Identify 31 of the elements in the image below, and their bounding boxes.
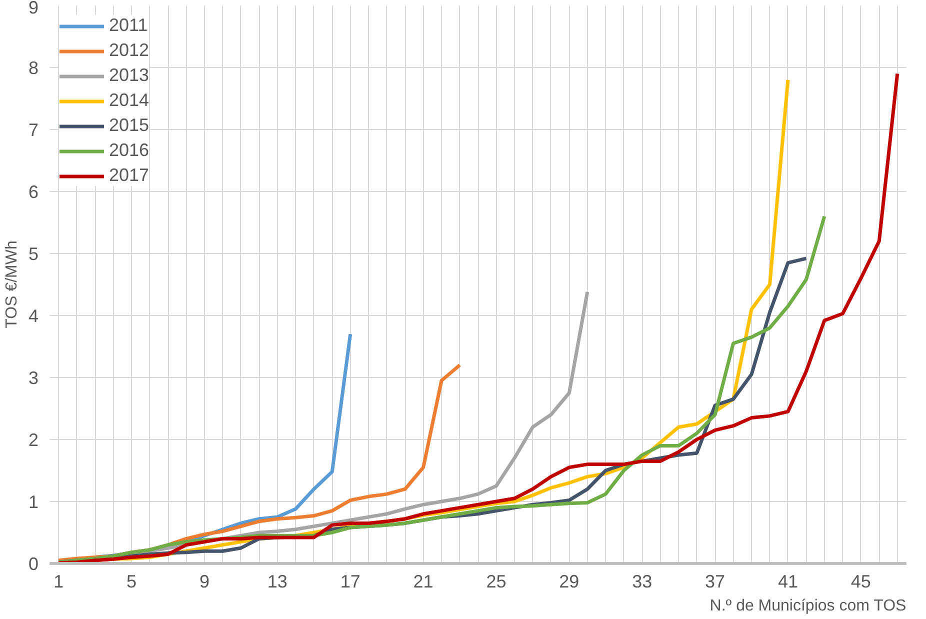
y-tick-label: 7 [28,120,39,140]
legend-label: 2014 [109,90,150,111]
legend-label: 2016 [109,140,150,161]
y-tick-label: 1 [28,492,39,512]
x-tick-label: 25 [486,572,506,592]
x-tick-label: 33 [632,572,652,592]
legend-label: 2013 [109,65,150,86]
y-tick-label: 0 [28,554,39,574]
x-tick-label: 45 [850,572,871,592]
y-tick-label: 3 [28,368,39,388]
y-tick-label: 4 [28,306,39,326]
y-tick-label: 6 [28,182,39,202]
x-tick-label: 5 [126,572,137,592]
y-tick-label: 8 [28,58,39,78]
legend-label: 2015 [109,115,150,136]
y-tick-label: 5 [28,244,39,264]
y-tick-label: 2 [28,430,39,450]
legend-label: 2012 [109,40,150,61]
x-tick-label: 37 [705,572,726,592]
x-tick-label: 1 [54,572,64,592]
y-tick-label: 9 [28,0,39,18]
legend-label: 2017 [109,165,150,186]
x-tick-label: 13 [267,572,288,592]
x-tick-label: 41 [778,572,798,592]
legend-label: 2011 [109,15,148,36]
x-tick-label: 9 [199,572,210,592]
x-tick-label: 21 [413,572,434,592]
x-tick-label: 29 [559,572,580,592]
y-axis-title: TOS €/MWh [3,240,20,328]
x-axis-title: N.º de Municípios com TOS [710,598,906,614]
x-tick-label: 17 [340,572,360,592]
